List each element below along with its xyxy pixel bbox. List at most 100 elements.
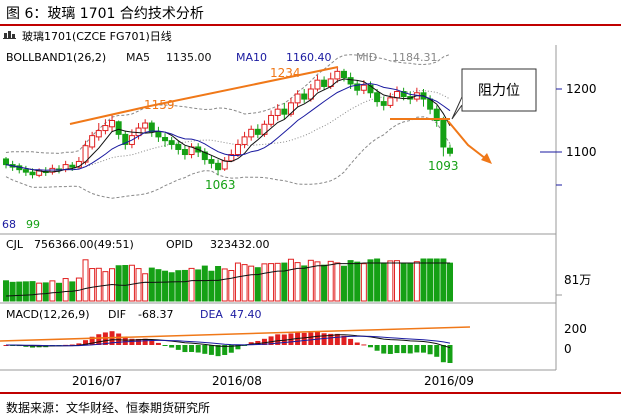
volume-bar xyxy=(122,265,129,302)
macd-bar xyxy=(89,336,95,345)
volume-bar xyxy=(175,270,182,302)
candle-body xyxy=(281,108,288,115)
candle xyxy=(380,96,387,111)
trend-line-1 xyxy=(69,105,151,125)
volume-bar xyxy=(228,270,235,302)
volume-bar xyxy=(321,264,328,302)
volume-bar xyxy=(427,258,434,302)
volume-bar xyxy=(413,261,420,302)
volume-bar xyxy=(307,259,314,302)
candle-body xyxy=(393,91,400,99)
candle-body xyxy=(221,160,228,170)
volume-bar xyxy=(360,263,367,302)
volume-bar xyxy=(188,267,195,302)
candle-body xyxy=(301,93,308,100)
candle-body xyxy=(433,108,440,122)
ma5-legend-name: MA5 xyxy=(126,51,150,64)
volume-bar xyxy=(248,265,255,302)
volume-bar xyxy=(215,266,222,302)
volume-bar xyxy=(268,263,275,302)
boll-lower xyxy=(5,116,451,199)
macd-bar xyxy=(189,345,195,352)
macd-bar xyxy=(367,345,373,348)
volume-bar xyxy=(29,281,36,302)
label-1063: 1063 xyxy=(205,178,236,192)
volume-bar xyxy=(181,269,188,302)
candle-body xyxy=(155,131,162,138)
candle xyxy=(22,165,29,176)
macd-bar xyxy=(83,340,89,345)
candle xyxy=(248,125,255,141)
date-tick-sep: 2016/09 xyxy=(424,374,474,388)
macd-bar xyxy=(440,345,446,363)
candle-body xyxy=(354,83,361,91)
macd-bar xyxy=(414,345,420,353)
volume-bar xyxy=(95,267,102,302)
volume-bar xyxy=(407,263,414,302)
candle xyxy=(268,110,275,127)
macd-bar xyxy=(96,334,102,345)
resistance-callout: 阻力位 xyxy=(451,68,537,120)
volume-bar xyxy=(162,270,169,302)
volume-bar xyxy=(393,260,400,302)
projection-arrow xyxy=(447,120,491,163)
candle xyxy=(367,81,374,98)
volume-bar xyxy=(261,263,268,302)
candle-body xyxy=(95,130,102,138)
macd-bar xyxy=(202,345,208,354)
resistance-label: 阻力位 xyxy=(478,83,520,99)
macd-bar xyxy=(275,334,281,345)
macd-bar xyxy=(228,345,234,353)
candle-body xyxy=(347,77,354,85)
volume-bar xyxy=(168,272,175,302)
volume-bar xyxy=(82,259,89,302)
mid-legend-value: 1184.31 xyxy=(392,51,438,64)
macd-bar xyxy=(401,345,407,354)
candle-body xyxy=(69,164,76,168)
candle xyxy=(95,123,102,141)
bollinger-bands xyxy=(5,53,451,199)
candle xyxy=(3,157,9,169)
chart-bars-icon xyxy=(3,31,16,39)
cjl-legend-value: 756366.00(49:51) xyxy=(34,238,134,251)
candle-body xyxy=(360,84,367,91)
date-tick-jul: 2016/07 xyxy=(72,374,122,388)
volume-bar xyxy=(16,281,23,302)
candle-body xyxy=(102,125,109,132)
candle-body xyxy=(367,84,374,94)
macd-legend: MACD(12,26,9) xyxy=(6,308,90,321)
candle xyxy=(122,130,129,150)
candle xyxy=(281,102,288,120)
macd-bar xyxy=(175,345,181,350)
macd-bar xyxy=(381,345,387,354)
volume-bar xyxy=(294,262,301,302)
macd-bar xyxy=(222,345,228,355)
macd-bar xyxy=(102,332,108,345)
candle xyxy=(181,145,188,160)
instrument-name: 玻璃1701(CZCE FG701)日线 xyxy=(22,29,172,43)
candle-body xyxy=(274,108,281,116)
candle-body xyxy=(109,120,116,128)
volume-bar xyxy=(354,261,361,302)
volume-bar xyxy=(102,271,109,302)
boll-legend: BOLLBAND1(26,2) xyxy=(6,51,106,64)
volume-bar xyxy=(254,267,261,302)
macd-bar xyxy=(149,340,155,345)
candle-body xyxy=(148,122,155,133)
candle xyxy=(360,80,367,95)
candle xyxy=(447,144,453,157)
label-1093: 1093 xyxy=(428,159,459,173)
candle xyxy=(115,120,122,140)
candle-body xyxy=(241,136,248,145)
macd-bar xyxy=(361,344,367,346)
ma5-legend-value: 1135.00 xyxy=(166,51,212,64)
macd-histogram xyxy=(3,331,453,363)
candle-body xyxy=(175,143,182,150)
volume-bar xyxy=(241,264,248,302)
macd-bar xyxy=(374,345,380,351)
candle xyxy=(374,89,381,107)
volume-bar xyxy=(387,260,394,302)
candle-body xyxy=(168,140,175,145)
candle xyxy=(294,90,301,107)
volume-bar xyxy=(274,262,281,302)
